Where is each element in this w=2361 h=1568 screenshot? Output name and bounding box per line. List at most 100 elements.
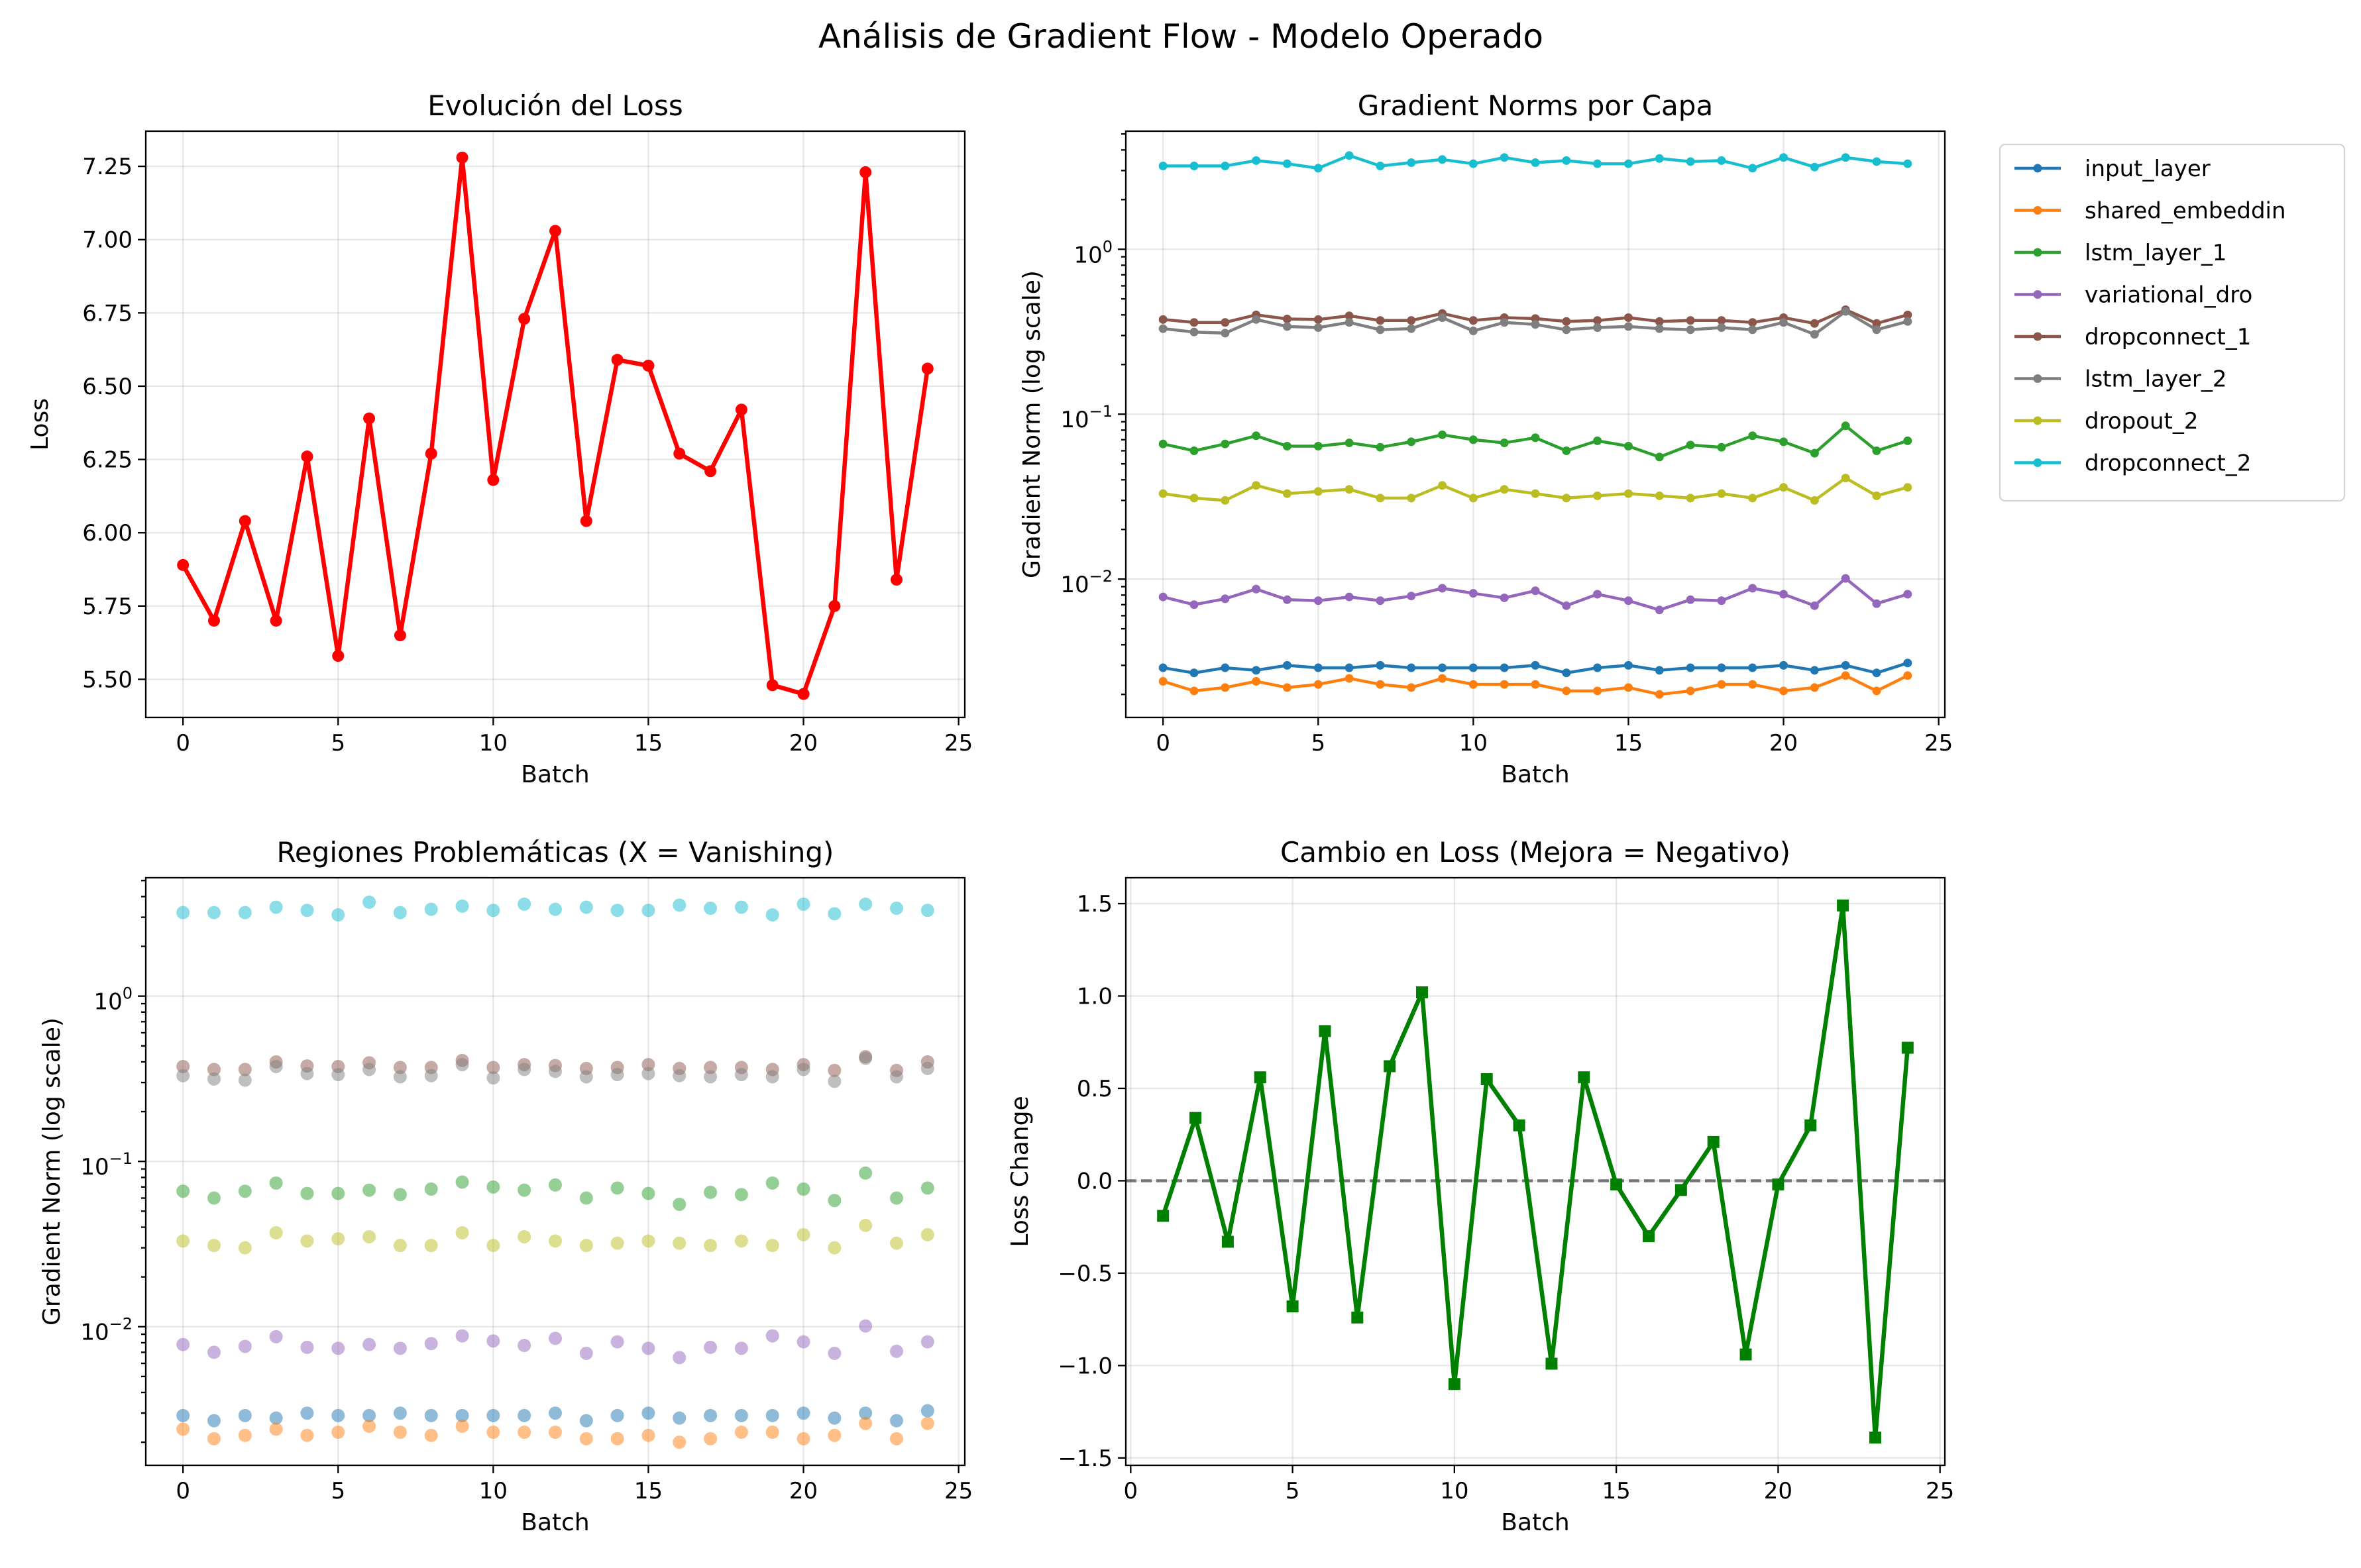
regions-point-variational_dro <box>176 1337 190 1351</box>
norms-point-shared_embeddin <box>1158 677 1168 686</box>
regions-point-dropout_2 <box>734 1234 748 1248</box>
norms-point-lstm_layer_1 <box>1623 441 1633 450</box>
regions-point-input_layer <box>920 1404 934 1418</box>
norms-point-lstm_layer_1 <box>1562 446 1571 455</box>
norms-point-lstm_layer_1 <box>1686 441 1695 450</box>
norms-point-lstm_layer_1 <box>1810 448 1819 458</box>
norms-point-lstm_layer_2 <box>1158 324 1168 333</box>
legend-swatch-marker <box>2033 374 2042 383</box>
change-y-tick-label: 1.0 <box>1077 984 1113 1010</box>
regions-point-lstm_layer_1 <box>704 1185 718 1199</box>
regions-point-lstm_layer_2 <box>424 1069 438 1082</box>
norms-point-dropconnect_1 <box>1748 318 1757 327</box>
norms-point-variational_dro <box>1841 574 1850 583</box>
regions-point-variational_dro <box>424 1337 438 1351</box>
change-point <box>1319 1025 1331 1037</box>
norms-point-dropout_2 <box>1655 491 1664 500</box>
norms-point-dropconnect_1 <box>1468 316 1478 325</box>
norms-point-shared_embeddin <box>1376 680 1385 689</box>
regions-point-dropout_2 <box>455 1226 469 1239</box>
regions-point-dropconnect_2 <box>269 900 283 914</box>
legend-label: variational_dro <box>2085 282 2252 309</box>
norms-point-lstm_layer_2 <box>1313 323 1323 333</box>
regions-point-dropconnect_1 <box>176 1059 190 1073</box>
norms-point-input_layer <box>1158 663 1168 672</box>
regions-point-shared_embeddin <box>393 1426 407 1439</box>
norms-point-dropconnect_2 <box>1623 159 1633 168</box>
regions-point-dropconnect_2 <box>610 904 624 917</box>
loss-point <box>456 151 468 164</box>
regions-point-variational_dro <box>549 1332 562 1345</box>
change-point <box>1157 1210 1170 1222</box>
norms-point-input_layer <box>1438 663 1447 672</box>
regions-point-lstm_layer_1 <box>300 1186 314 1200</box>
norms-point-lstm_layer_2 <box>1593 323 1602 333</box>
regions-point-input_layer <box>424 1408 438 1422</box>
norms-point-dropconnect_1 <box>1872 319 1881 328</box>
regions-point-dropout_2 <box>238 1241 252 1255</box>
norms-point-shared_embeddin <box>1468 680 1478 689</box>
regions-point-input_layer <box>331 1408 345 1422</box>
norms-point-lstm_layer_1 <box>1376 443 1385 452</box>
regions-point-dropconnect_2 <box>393 906 407 919</box>
regions-plot-frame <box>144 876 966 1467</box>
regions-point-dropconnect_2 <box>859 897 873 911</box>
regions-title: Regiones Problemáticas (X = Vanishing) <box>277 836 834 868</box>
regions-point-lstm_layer_2 <box>393 1070 407 1084</box>
norms-point-dropout_2 <box>1313 487 1323 496</box>
regions-point-dropconnect_2 <box>549 902 562 916</box>
norms-point-shared_embeddin <box>1252 677 1261 686</box>
norms-point-variational_dro <box>1189 600 1199 609</box>
norms-point-variational_dro <box>1686 595 1695 604</box>
regions-point-dropout_2 <box>859 1218 873 1232</box>
legend-swatch-marker <box>2033 164 2042 173</box>
norms-point-dropconnect_2 <box>1810 162 1819 172</box>
regions-point-dropconnect_1 <box>207 1063 221 1076</box>
norms-point-dropconnect_2 <box>1686 157 1695 166</box>
norms-point-shared_embeddin <box>1872 686 1881 696</box>
loss-point <box>332 650 345 662</box>
regions-point-shared_embeddin <box>765 1426 779 1439</box>
loss-point <box>859 166 872 178</box>
norms-point-lstm_layer_2 <box>1841 307 1850 316</box>
loss-point <box>673 447 686 460</box>
regions-point-input_layer <box>518 1408 531 1422</box>
loss-y-tick-label: 7.25 <box>82 154 133 180</box>
regions-point-variational_dro <box>269 1330 283 1343</box>
change-point <box>1578 1071 1590 1084</box>
norms-point-input_layer <box>1468 663 1478 672</box>
regions-point-lstm_layer_1 <box>610 1181 624 1195</box>
regions-point-variational_dro <box>238 1339 252 1353</box>
norms-point-dropout_2 <box>1593 491 1602 500</box>
norms-point-input_layer <box>1189 668 1199 678</box>
regions-point-dropout_2 <box>641 1234 655 1248</box>
norms-point-dropout_2 <box>1376 494 1385 503</box>
loss-point <box>270 614 282 627</box>
norms-xlabel: Batch <box>1501 761 1569 788</box>
loss-point <box>797 688 810 700</box>
regions-point-variational_dro <box>796 1335 810 1349</box>
norms-x-tick-label: 25 <box>1924 730 1953 757</box>
change-point <box>1772 1178 1784 1191</box>
regions-point-shared_embeddin <box>920 1416 934 1430</box>
regions-point-shared_embeddin <box>176 1422 190 1436</box>
norms-point-dropout_2 <box>1748 494 1757 503</box>
norms-point-dropconnect_2 <box>1872 157 1881 166</box>
legend-label: shared_embeddin <box>2085 198 2286 225</box>
norms-point-lstm_layer_2 <box>1562 325 1571 335</box>
loss-x-tick-label: 0 <box>176 730 190 757</box>
change-point <box>1869 1432 1881 1444</box>
regions-point-input_layer <box>300 1406 314 1420</box>
loss-y-tick-label: 6.25 <box>82 447 133 474</box>
norms-point-dropconnect_2 <box>1438 155 1447 164</box>
norms-point-dropout_2 <box>1872 491 1881 500</box>
norms-point-variational_dro <box>1313 596 1323 605</box>
regions-point-dropconnect_2 <box>890 902 903 915</box>
norms-y-tick-label: 10−1 <box>1060 402 1113 433</box>
regions-point-input_layer <box>486 1408 500 1422</box>
regions-point-variational_dro <box>828 1346 842 1360</box>
norms-point-dropconnect_1 <box>1158 315 1168 324</box>
regions-point-lstm_layer_1 <box>920 1181 934 1195</box>
loss-point <box>611 354 624 366</box>
norms-point-input_layer <box>1313 663 1323 672</box>
